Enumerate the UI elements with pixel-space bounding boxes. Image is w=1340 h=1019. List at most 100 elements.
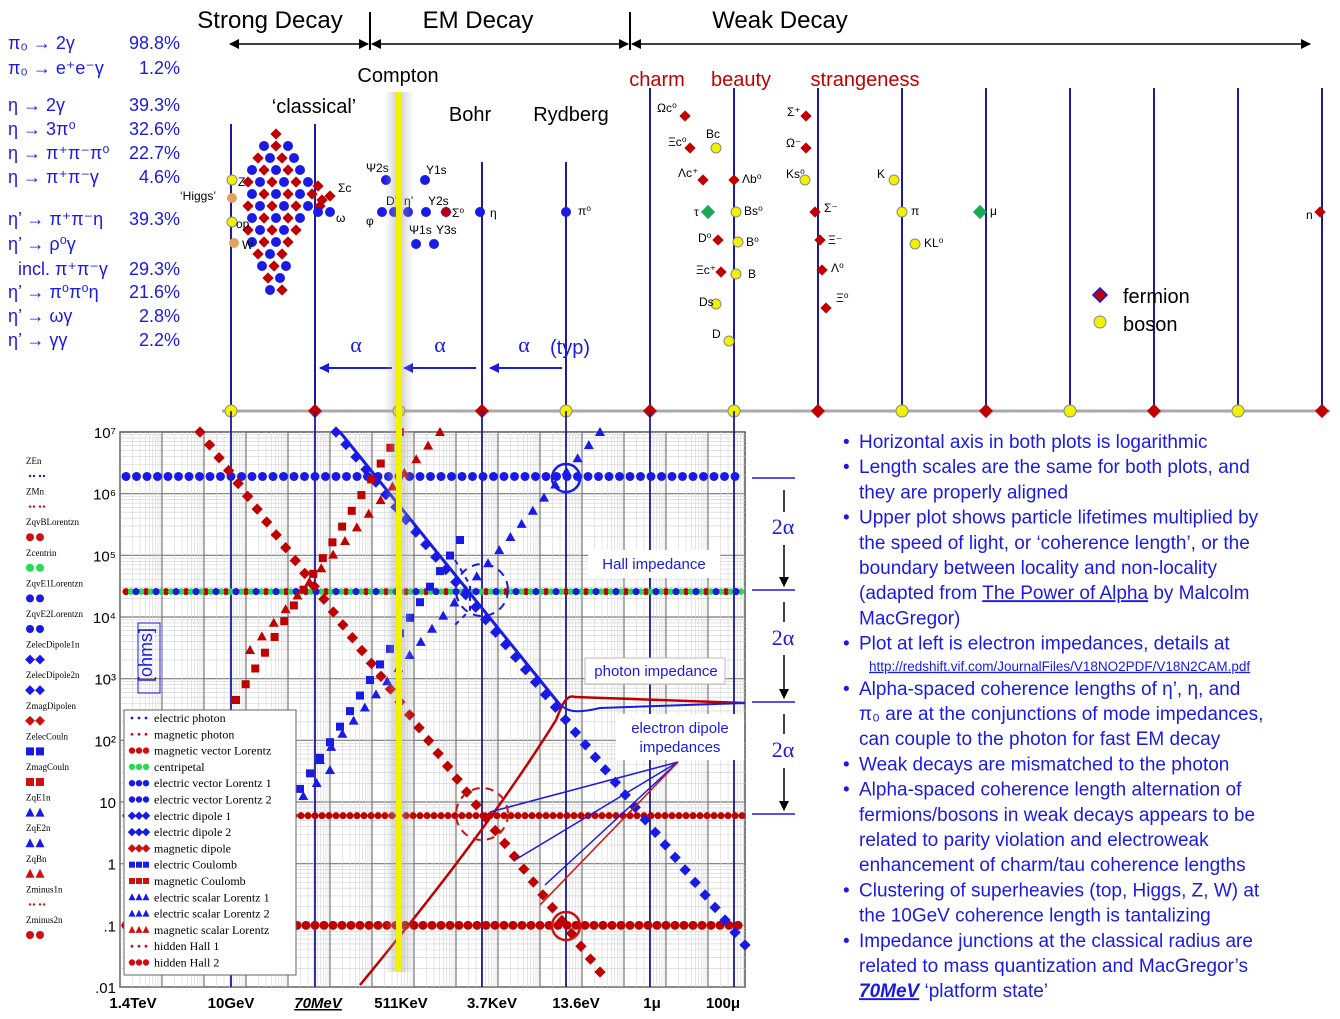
magnetic-dipole-point — [203, 439, 216, 451]
note-fragment: by Malcolm — [1148, 583, 1249, 604]
hidden-hall-1-point — [535, 812, 543, 820]
hidden-hall-1-point — [654, 812, 662, 820]
electric-vector-lorentz-point — [268, 471, 278, 481]
electric-vector-lorentz-point — [121, 471, 131, 481]
legend-entry: magnetic Coulomb — [129, 874, 246, 888]
rydberg-low-highlight-circle — [550, 910, 582, 942]
hidden-hall-2-point — [337, 920, 347, 930]
magnetic-coulomb-point — [376, 459, 385, 468]
note-bullet: • — [843, 780, 850, 801]
fermion-dot — [679, 110, 691, 122]
hidden-hall-1-point — [297, 812, 305, 820]
fermion-dot — [800, 142, 812, 154]
particle-label-ups3s: Υ3s — [436, 223, 457, 237]
centripetal-point — [637, 588, 645, 595]
mode-key-column: ZEn ZMn ZqvBLorentzn Zcentrin ZqvE1Lorentzn Z… — [25, 456, 83, 939]
electric-dipole-point — [589, 751, 602, 763]
hidden-hall-1-point — [332, 812, 340, 820]
electric-scalar-lorentz-2-point — [298, 791, 309, 800]
x-tick-label: 1μ — [643, 995, 661, 1012]
hidden-hall-1-point — [612, 812, 620, 820]
hidden-hall-1-point — [416, 812, 424, 820]
electric-vector-lorentz-point — [132, 471, 141, 481]
mode-key-name: ZelecDipole2n — [26, 670, 80, 680]
charm-label: charm — [629, 69, 685, 91]
magnetic-coulomb-point — [270, 632, 279, 641]
electric-dipole-point — [599, 764, 611, 776]
fermion-dot — [697, 174, 709, 186]
electric-dipole-point — [569, 726, 582, 738]
note-fragment: ‘platform state’ — [919, 981, 1048, 1002]
legend-swatch — [135, 909, 143, 917]
centripetal-point — [497, 588, 505, 595]
legend-swatch — [130, 944, 134, 948]
note-item: • Alpha-spaced coherence length alternati… — [843, 780, 1255, 877]
mode-key-name: ZelecCouln — [26, 731, 68, 741]
mode-key: Zcentrin — [26, 548, 57, 572]
decay-channel: η → π⁺π⁻π⁰ — [8, 143, 110, 163]
particle-label-ups1s: Υ1s — [426, 163, 447, 177]
legend-swatch — [128, 909, 136, 917]
magnetic-scalar-lorentz-point — [268, 617, 279, 627]
electric-vector-lorentz-point — [646, 471, 656, 481]
electric-scalar-lorentz-point — [460, 584, 471, 594]
hidden-hall-2-point — [364, 920, 374, 930]
electric-vector-lorentz-point — [426, 471, 435, 481]
hidden-hall-2-point — [481, 920, 491, 930]
hall-blue-point — [452, 588, 460, 596]
centripetal-point — [247, 588, 255, 595]
hidden-hall-2-point — [346, 920, 356, 930]
alpha-arrows: α α α (typ) — [319, 332, 590, 373]
y-axis-label-box — [137, 622, 161, 694]
meson-dot — [279, 201, 289, 211]
dipole-label-bg — [616, 714, 744, 760]
fermion-dot — [1314, 206, 1326, 218]
mode-key: ZEn — [26, 456, 46, 478]
mode-key: ZqvBLorentzn — [26, 517, 79, 542]
hidden-hall-2-point — [445, 920, 455, 930]
decay-row: η’ → γγ 2.2% — [8, 330, 180, 350]
legend-entry: hidden Hall 2 — [128, 956, 219, 970]
hidden-hall-2-point — [679, 920, 689, 930]
boson-label: boson — [1123, 314, 1178, 336]
hall-red-point — [322, 588, 330, 596]
legend-swatch — [128, 763, 136, 771]
electric-vector-lorentz-point — [520, 471, 530, 481]
centripetal-point — [367, 588, 375, 595]
particle-label-xi0: Ξ⁰ — [836, 291, 849, 305]
mode-key-swatch — [26, 778, 34, 786]
hall-blue-point — [372, 588, 380, 596]
electric-dipole-point — [709, 901, 721, 914]
fermion-dot — [816, 264, 828, 276]
hall-blue-point — [272, 588, 280, 596]
magnetic-dipole-point — [518, 863, 530, 875]
fermion-dot — [290, 224, 302, 236]
electric-dipole-point — [659, 839, 671, 851]
decay-row: η’ → ωγ 2.8% — [8, 306, 180, 326]
hidden-hall-1-point — [423, 812, 431, 820]
legend-swatch — [144, 716, 148, 720]
details-url[interactable]: http://redshift.vif.com/JournalFiles/V18… — [869, 659, 1250, 674]
mode-key-swatch — [35, 807, 45, 817]
note-bullet: • — [843, 679, 850, 700]
decay-row: η → π⁺π⁻π⁰ 22.7% — [8, 143, 180, 163]
centripetal-point — [137, 588, 145, 595]
hidden-hall-1-point — [703, 812, 711, 820]
boson-dot — [730, 206, 742, 218]
mode-key-swatch — [42, 903, 46, 906]
fermion-dot — [252, 152, 264, 164]
axis-fermion-marker — [810, 403, 826, 419]
mode-key-swatch — [38, 505, 42, 508]
fermion-dot — [282, 188, 294, 200]
fermion-dot — [282, 164, 294, 176]
fermion-dot — [242, 200, 254, 212]
hidden-hall-1-point — [367, 812, 375, 820]
magnetic-dipole-point — [327, 606, 339, 618]
meson-dot — [295, 165, 305, 175]
legend-label: magnetic vector Lorentz — [154, 744, 271, 758]
hidden-hall-2-point — [643, 920, 653, 930]
note-fragment: Horizontal axis in both plots is logarit… — [859, 432, 1208, 453]
two-alpha-label-1: 2α — [772, 514, 795, 539]
electric-scalar-lorentz-2-point — [325, 765, 335, 774]
compton-label: Compton — [357, 65, 438, 87]
